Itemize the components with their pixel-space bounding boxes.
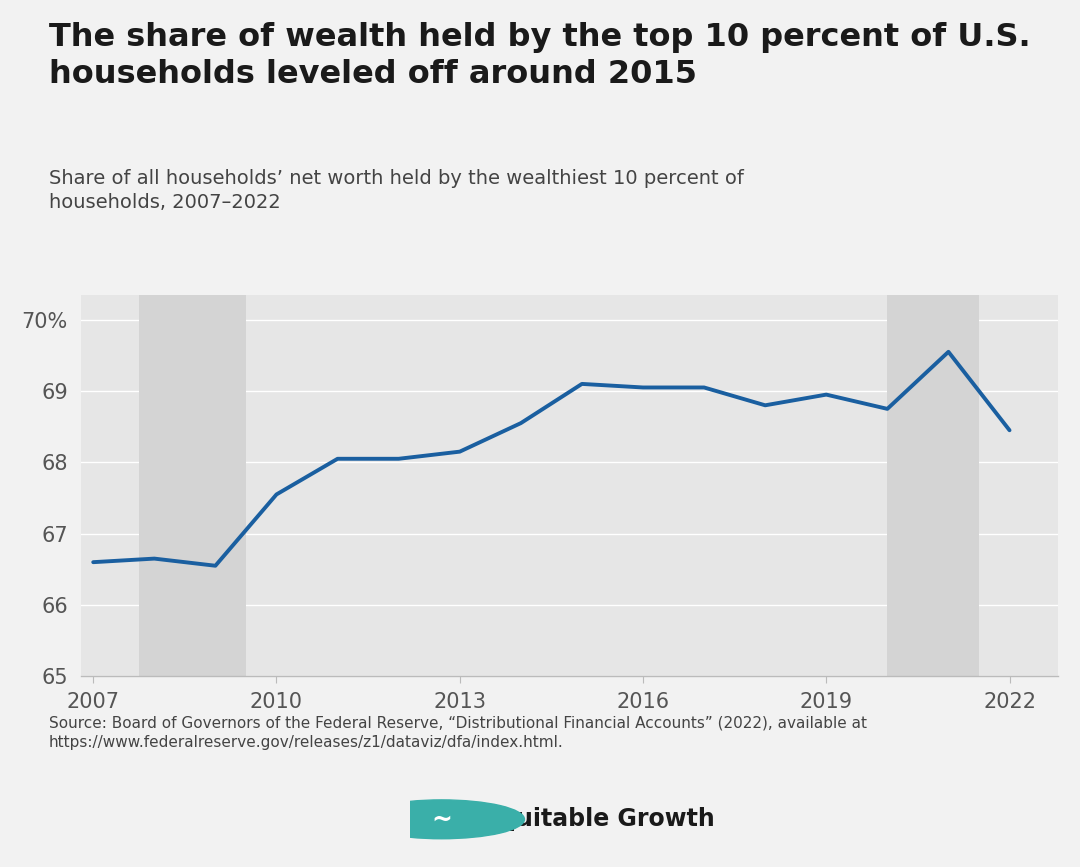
Bar <box>139 295 246 676</box>
Circle shape <box>359 800 525 838</box>
Text: Source: Board of Governors of the Federal Reserve, “Distributional Financial Acc: Source: Board of Governors of the Federa… <box>49 715 866 750</box>
Text: ~: ~ <box>431 807 451 831</box>
Text: Equitable Growth: Equitable Growth <box>483 807 715 831</box>
Text: Share of all households’ net worth held by the wealthiest 10 percent of
househol: Share of all households’ net worth held … <box>49 169 743 212</box>
Bar <box>888 295 978 676</box>
Text: The share of wealth held by the top 10 percent of U.S.
households leveled off ar: The share of wealth held by the top 10 p… <box>49 22 1030 89</box>
